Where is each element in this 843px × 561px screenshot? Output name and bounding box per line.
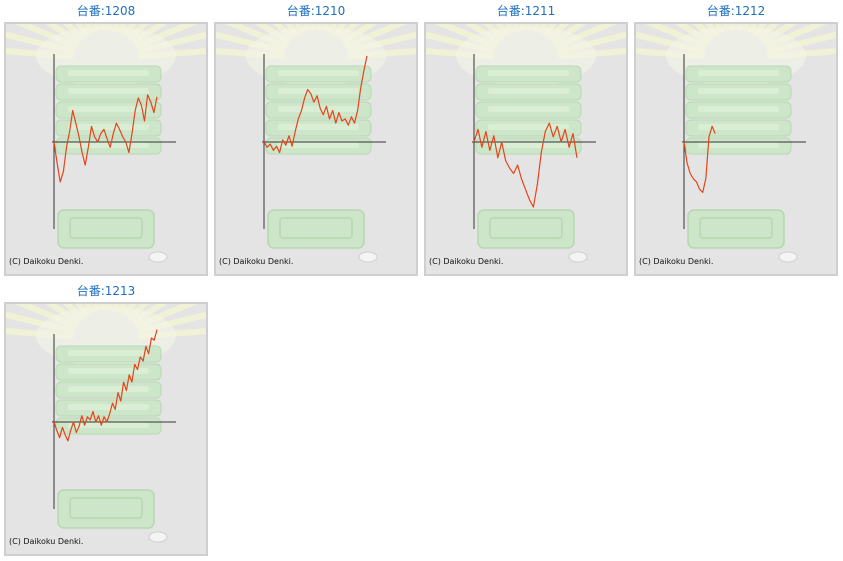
payout-chart-svg [216,24,416,263]
machine-number-link[interactable]: 台番:1213 [76,284,136,298]
machine-number-link[interactable]: 台番:1208 [76,4,136,18]
medal-icon [778,251,798,263]
stacked-tray-inner [488,142,569,148]
large-tray [57,489,155,529]
stacked-tray-inner [278,106,359,112]
machine-number-link[interactable]: 台番:1210 [286,4,346,18]
payout-chart-svg [636,24,836,263]
stacked-tray-inner [488,106,569,112]
payout-chart[interactable]: (C) Daikoku Denki. [214,22,418,276]
medal-icon [148,251,168,263]
payout-chart-svg [6,304,206,543]
medal-icon [148,531,168,543]
machine-panel: 台番:1210 (C) Daikoku Denki. [214,0,418,276]
stacked-tray-inner [698,142,779,148]
sunburst-ray [692,24,715,40]
payout-chart[interactable]: (C) Daikoku Denki. [4,302,208,556]
copyright-text: (C) Daikoku Denki. [429,257,504,266]
machine-panel: 台番:1213 (C) Daikoku Denki. [4,280,208,556]
sunburst-ray [482,24,505,40]
large-tray-inner [69,497,143,519]
stacked-tray-inner [488,70,569,76]
payout-chart-svg [426,24,626,263]
stacked-tray-inner [488,88,569,94]
stacked-tray-inner [68,70,149,76]
stacked-tray-inner [698,70,779,76]
large-tray-inner [69,217,143,239]
payout-series-line [53,329,158,442]
large-tray [687,209,785,249]
machine-background-art [6,24,206,263]
sunburst-ray [62,24,85,40]
machine-background-art [216,24,416,263]
stacked-tray-inner [68,386,149,392]
sunburst-ray [62,304,85,320]
sunburst-ray [127,304,150,320]
large-tray [57,209,155,249]
stacked-tray-inner [68,422,149,428]
stacked-tray-inner [698,124,779,130]
payout-chart[interactable]: (C) Daikoku Denki. [634,22,838,276]
machine-panel: 台番:1212 (C) Daikoku Denki. [634,0,838,276]
stacked-tray-inner [68,88,149,94]
copyright-text: (C) Daikoku Denki. [639,257,714,266]
medal-icon [568,251,588,263]
machine-background-art [636,24,836,263]
machine-panel: 台番:1211 (C) Daikoku Denki. [424,0,628,276]
stacked-tray-inner [68,106,149,112]
stacked-tray-inner [278,142,359,148]
payout-series-line [263,55,368,154]
machine-background-art [6,304,206,543]
copyright-text: (C) Daikoku Denki. [219,257,294,266]
sunburst-ray [547,24,570,40]
stacked-tray-inner [278,88,359,94]
large-tray-inner [489,217,563,239]
medal-icon [358,251,378,263]
payout-chart[interactable]: (C) Daikoku Denki. [424,22,628,276]
payout-series-line [683,125,716,193]
large-tray [267,209,365,249]
stacked-tray-inner [68,124,149,130]
sunburst-ray [337,24,360,40]
sunburst-ray [272,24,295,40]
sunburst-ray [127,24,150,40]
payout-series-line [53,94,158,183]
machine-background-art [426,24,626,263]
large-tray-inner [279,217,353,239]
machine-number-link[interactable]: 台番:1212 [706,4,766,18]
stacked-tray-inner [68,350,149,356]
payout-chart-svg [6,24,206,263]
copyright-text: (C) Daikoku Denki. [9,257,84,266]
stacked-tray-inner [278,124,359,130]
payout-series-line [473,122,578,208]
large-tray [477,209,575,249]
machine-number-link[interactable]: 台番:1211 [496,4,556,18]
large-tray-inner [699,217,773,239]
payout-chart[interactable]: (C) Daikoku Denki. [4,22,208,276]
sunburst-ray [757,24,780,40]
machine-panel: 台番:1208 (C) Daikoku Denki. [4,0,208,276]
copyright-text: (C) Daikoku Denki. [9,537,84,546]
stacked-tray-inner [698,106,779,112]
stacked-tray-inner [278,70,359,76]
stacked-tray-inner [68,404,149,410]
stacked-tray-inner [698,88,779,94]
stacked-tray-inner [68,368,149,374]
